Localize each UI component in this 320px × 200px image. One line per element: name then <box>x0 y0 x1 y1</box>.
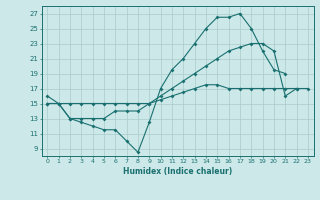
X-axis label: Humidex (Indice chaleur): Humidex (Indice chaleur) <box>123 167 232 176</box>
